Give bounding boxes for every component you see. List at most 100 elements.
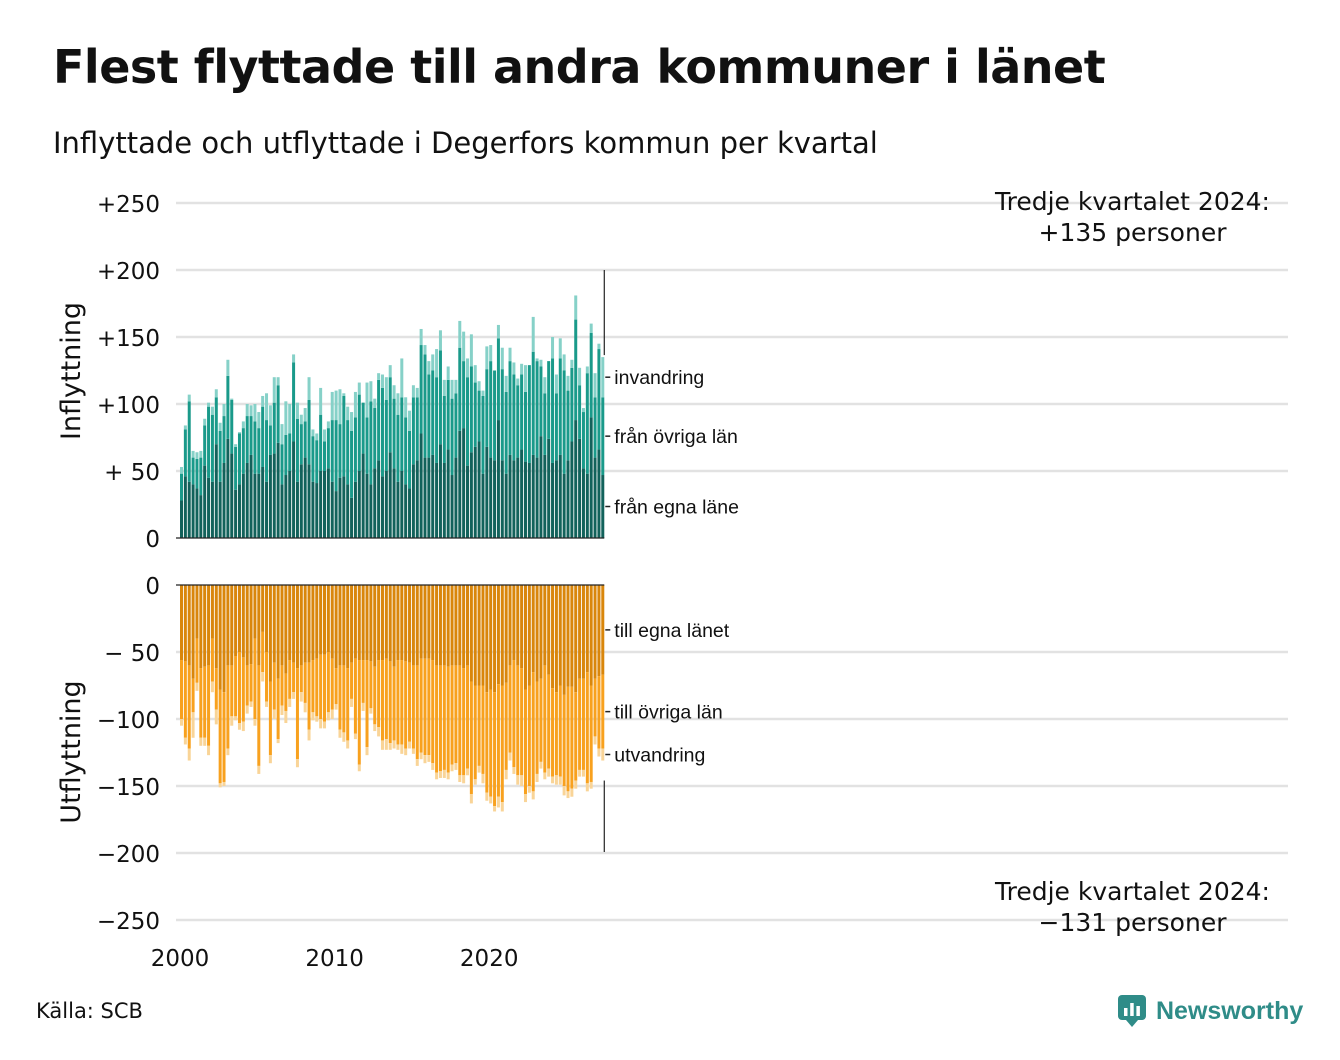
bar-out-emigration [257, 765, 261, 774]
bar-in-immigration [435, 349, 439, 378]
bar-in-own [261, 466, 265, 538]
bar-out-own [323, 585, 327, 655]
bar-out-emigration [245, 705, 249, 714]
bar-in-own [280, 484, 284, 538]
bar-out-emigration [203, 737, 207, 746]
bar-in-immigration [230, 398, 234, 400]
bar-in-immigration [369, 381, 373, 402]
bar-out-other [241, 657, 245, 722]
bar-in-own [330, 481, 334, 538]
bar-out-emigration [547, 768, 551, 777]
bar-in-immigration [323, 429, 327, 442]
bar-in-own [180, 500, 183, 538]
bar-in-other [245, 416, 249, 463]
bar-in-other [315, 440, 319, 484]
bar-out-other [257, 665, 261, 766]
bar-out-own [272, 585, 276, 663]
brand-logo[interactable]: Newsworthy [1117, 994, 1303, 1028]
bar-out-emigration [496, 796, 500, 808]
bar-out-emigration [326, 712, 330, 721]
bar-out-other [539, 678, 543, 762]
bar-in-other [338, 424, 342, 478]
bar-out-other [307, 662, 311, 730]
legend-label-in-own: från egna läne [614, 497, 739, 519]
bar-in-own [292, 441, 296, 538]
bar-in-other [539, 366, 543, 437]
bar-out-other [535, 681, 539, 774]
bar-in-own [342, 476, 346, 538]
bar-in-own [547, 438, 551, 538]
x-tick-label: 2020 [460, 946, 519, 972]
bar-in-own [554, 460, 558, 538]
annotation-top-line2: +135 personer [1038, 218, 1227, 247]
bar-in-other [520, 374, 524, 450]
bar-in-own [191, 484, 195, 538]
bar-in-immigration [415, 387, 419, 398]
bar-out-other [388, 661, 392, 744]
bar-in-immigration [214, 389, 218, 398]
annotation-bottom-line2: −131 personer [1038, 908, 1227, 937]
bar-out-own [315, 585, 319, 659]
bar-in-immigration [512, 362, 516, 375]
bar-out-emigration [535, 773, 539, 782]
bar-out-own [442, 585, 446, 666]
annotation-bottom-line1: Tredje kvartalet 2024: [995, 877, 1270, 906]
bar-out-other [450, 665, 454, 765]
bar-in-own [210, 481, 214, 538]
bar-out-other [516, 665, 520, 776]
bar-out-own [299, 585, 303, 666]
bar-out-own [531, 585, 535, 673]
bar-in-own [315, 483, 319, 538]
bar-out-emigration [601, 748, 605, 761]
bar-in-own [226, 438, 230, 538]
bar-out-emigration [288, 698, 292, 707]
bar-in-other [485, 369, 489, 447]
bar-out-emigration [578, 769, 582, 777]
bar-in-own [237, 484, 241, 538]
bar-out-own [234, 585, 238, 657]
bar-out-emigration [369, 708, 373, 714]
bar-out-emigration [392, 740, 396, 749]
bar-in-immigration [404, 397, 408, 418]
bar-in-other [411, 397, 415, 465]
bar-out-other [353, 658, 357, 734]
bar-in-other [311, 436, 315, 482]
bar-in-other [268, 425, 272, 455]
bar-out-emigration [446, 772, 450, 780]
bar-out-own [601, 585, 605, 675]
legend-label-out-other: till övriga län [614, 702, 722, 724]
bar-out-other [249, 664, 253, 702]
bar-in-other [353, 417, 357, 482]
bar-out-other [338, 665, 342, 730]
y-tick-label-inflow: +100 [97, 393, 160, 419]
bar-out-emigration [570, 788, 574, 797]
bar-in-own [257, 473, 261, 538]
bar-in-own [361, 453, 365, 538]
bar-in-own [187, 481, 191, 538]
bar-in-own [307, 464, 311, 538]
bar-out-other [585, 672, 589, 784]
bar-out-other [466, 665, 470, 769]
bar-in-other [222, 416, 226, 463]
bar-out-emigration [585, 783, 589, 792]
bar-out-other [578, 678, 582, 770]
bar-in-other [361, 402, 365, 454]
bar-in-own [199, 495, 203, 538]
y-tick-label-outflow: −200 [97, 842, 160, 868]
bar-out-emigration [581, 769, 585, 777]
bar-in-own [400, 471, 404, 538]
bar-in-own [477, 441, 481, 538]
bar-in-other [392, 398, 396, 469]
bar-out-other [566, 686, 570, 792]
bar-out-emigration [597, 748, 601, 757]
bar-out-other [431, 660, 435, 764]
bar-out-emigration [261, 672, 265, 682]
bar-in-own [446, 449, 450, 538]
bar-out-emigration [315, 716, 319, 722]
bar-out-emigration [323, 721, 327, 729]
bar-in-own [589, 417, 593, 538]
bar-in-immigration [253, 404, 257, 422]
bar-out-own [187, 585, 191, 666]
bar-in-other [373, 408, 377, 469]
bar-in-immigration [516, 378, 520, 386]
